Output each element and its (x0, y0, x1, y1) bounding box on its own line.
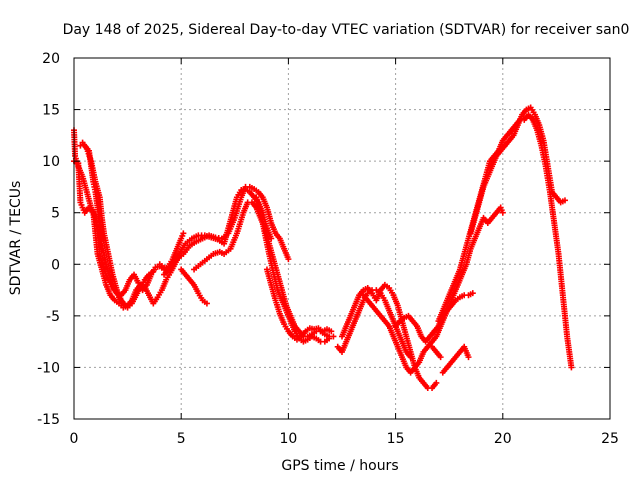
data-point (285, 256, 292, 263)
chart-title: Day 148 of 2025, Sidereal Day-to-day VTE… (63, 22, 630, 38)
data-point (469, 290, 476, 297)
series-arc-8 (191, 199, 337, 340)
x-tick-label: 20 (494, 431, 512, 447)
data-point (465, 354, 472, 361)
data-layer (71, 104, 575, 392)
y-tick-label: 10 (42, 154, 60, 170)
y-axis-label: SDTVAR / TECUs (8, 181, 24, 296)
series-arc-5 (161, 183, 292, 278)
y-tick-label: -15 (37, 412, 60, 428)
y-tick-labels: -15 -10 -5 0 5 10 15 20 (37, 51, 60, 428)
x-tick-label: 0 (70, 431, 79, 447)
data-point (561, 197, 568, 204)
y-tick-label: 5 (51, 206, 60, 222)
series-arc-9 (253, 194, 333, 345)
y-tick-label: -10 (37, 360, 60, 376)
data-point (150, 268, 157, 275)
y-tick-label: 20 (42, 51, 60, 67)
data-point (568, 364, 575, 371)
data-point (437, 354, 444, 361)
series-arc-10 (263, 266, 335, 343)
axis-ticks (73, 57, 611, 420)
plot-frame (73, 57, 611, 420)
data-point (330, 333, 337, 340)
y-tick-label: 15 (42, 103, 60, 119)
data-point (203, 300, 210, 307)
x-tick-label: 5 (177, 431, 186, 447)
x-tick-label: 15 (387, 431, 405, 447)
series-arc-17 (435, 111, 575, 371)
x-axis-label: GPS time / hours (281, 458, 398, 474)
series-arc-16 (424, 204, 506, 350)
series-arc-18 (467, 104, 568, 237)
data-point (326, 335, 333, 342)
data-point (122, 302, 129, 309)
grid-lines (74, 58, 610, 419)
x-tick-label: 10 (279, 431, 297, 447)
series-arc-4 (79, 139, 129, 309)
series-arc-12 (339, 281, 440, 392)
y-tick-label: 0 (51, 257, 60, 273)
series-arc-7 (178, 266, 210, 307)
x-tick-label: 25 (601, 431, 619, 447)
data-point (433, 379, 440, 386)
y-tick-label: -5 (46, 309, 60, 325)
data-point (328, 328, 335, 335)
data-point (499, 209, 506, 216)
x-tick-labels: 0 5 10 15 20 25 (70, 431, 619, 447)
data-point (180, 230, 187, 237)
series-arc-15 (439, 343, 472, 376)
